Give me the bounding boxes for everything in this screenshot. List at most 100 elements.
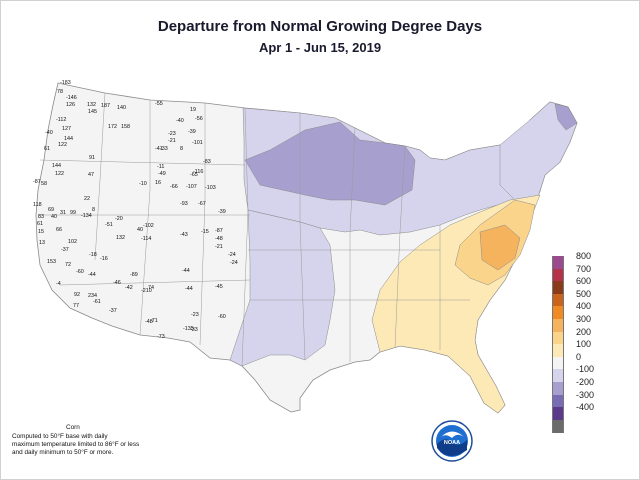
station-value: 102 <box>68 239 77 245</box>
station-value: -73 <box>157 334 165 340</box>
legend-swatch <box>552 268 564 282</box>
legend-swatch <box>552 419 564 433</box>
station-value: -102 <box>143 223 154 229</box>
station-value: -146 <box>66 95 77 101</box>
region-pos300-virginia <box>479 224 521 271</box>
station-value: 153 <box>47 259 56 265</box>
station-value: -43 <box>180 232 188 238</box>
station-value: -15 <box>201 229 209 235</box>
legend-row: 800 <box>552 251 612 269</box>
legend-label: -400 <box>576 402 595 413</box>
station-value: -71 <box>150 318 158 324</box>
station-value: -49 <box>158 171 166 177</box>
station-value: -39 <box>188 129 196 135</box>
legend-label: 700 <box>576 263 592 274</box>
station-value: 16 <box>155 180 161 186</box>
station-value: -135 <box>183 326 194 332</box>
legend-swatch <box>552 344 564 358</box>
station-value: 132 <box>116 235 125 241</box>
station-value: -33 <box>190 327 198 333</box>
legend-row: 0 <box>552 352 612 370</box>
station-value: 74 <box>148 285 154 291</box>
legend-label: 800 <box>576 251 592 261</box>
station-value: -103 <box>205 185 216 191</box>
legend-row: 700 <box>552 264 612 282</box>
station-value: -66 <box>170 184 178 190</box>
legend-label: 0 <box>576 351 582 362</box>
station-value: 140 <box>117 105 126 111</box>
station-value: -24 <box>228 252 236 258</box>
station-value: 172 <box>108 124 117 130</box>
station-value: -87 <box>215 228 223 234</box>
legend-swatch <box>552 256 564 269</box>
station-value: -40 <box>176 118 184 124</box>
legend-label: -300 <box>576 389 595 400</box>
station-value: 144 <box>64 136 73 142</box>
station-value: -40 <box>45 130 53 136</box>
station-value: 61 <box>37 221 43 227</box>
station-value: 99 <box>70 210 76 216</box>
station-value: 40 <box>137 227 143 233</box>
note-line: maximum temperature limited to 86°F or l… <box>12 441 140 449</box>
state-boundaries <box>38 92 470 367</box>
station-value: 91 <box>89 155 95 161</box>
noaa-logo-text: NOAA <box>444 440 460 446</box>
region-neg100-northeast <box>499 101 578 201</box>
region-neg100-southern-plains <box>229 209 336 367</box>
station-value: 122 <box>58 142 67 148</box>
station-value: -16 <box>100 256 108 262</box>
station-value: 72 <box>65 262 71 268</box>
legend-label: 200 <box>576 326 592 337</box>
station-value: -55 <box>155 101 163 107</box>
legend-swatch <box>552 369 564 383</box>
legend-row <box>552 419 612 433</box>
legend-swatch <box>552 281 564 295</box>
station-value: -33 <box>160 146 168 152</box>
legend-row: -300 <box>552 390 612 408</box>
station-value: 234 <box>88 293 97 299</box>
station-value: 92 <box>74 292 80 298</box>
station-value: 69 <box>48 207 54 213</box>
station-value: -37 <box>61 247 69 253</box>
station-value: 31 <box>60 210 66 216</box>
legend-swatch <box>552 306 564 320</box>
station-value: -4 <box>56 281 61 287</box>
station-value: -60 <box>76 269 84 275</box>
station-value: -48 <box>145 319 153 325</box>
station-value: 8 <box>180 146 183 152</box>
station-value: -61 <box>93 299 101 305</box>
station-value: 158 <box>121 124 130 130</box>
station-value: -44 <box>185 286 193 292</box>
legend-label: -200 <box>576 377 595 387</box>
station-value: -60 <box>218 314 226 320</box>
station-value: -41 <box>155 146 163 152</box>
legend-swatch <box>552 394 564 408</box>
station-value: 66 <box>56 227 62 233</box>
station-value: 187 <box>101 103 110 109</box>
station-value: -24 <box>230 260 238 266</box>
station-value: -42 <box>125 285 133 291</box>
station-value: -23 <box>191 312 199 318</box>
station-value: -210 <box>141 288 152 294</box>
legend-label: 600 <box>576 276 592 287</box>
station-value: -114 <box>141 236 151 242</box>
station-value: -183 <box>60 80 71 86</box>
station-value: 22 <box>84 196 90 202</box>
station-value: -83 <box>203 159 211 165</box>
station-value: -44 <box>182 268 190 274</box>
station-value: -134 <box>81 213 92 219</box>
station-value: -116 <box>193 169 203 175</box>
station-value: -87 <box>33 179 41 185</box>
station-value: -18 <box>89 252 97 258</box>
station-value: 58 <box>41 181 47 187</box>
legend-row: 500 <box>552 289 612 307</box>
station-value: 61 <box>44 146 50 152</box>
legend-row: 100 <box>552 339 612 358</box>
noaa-logo: NOAA <box>431 420 473 462</box>
legend-label: 300 <box>576 314 592 324</box>
station-value: 83 <box>38 214 44 220</box>
legend-swatch <box>552 319 564 332</box>
station-value: 127 <box>62 126 71 132</box>
station-value: -20 <box>115 216 123 222</box>
